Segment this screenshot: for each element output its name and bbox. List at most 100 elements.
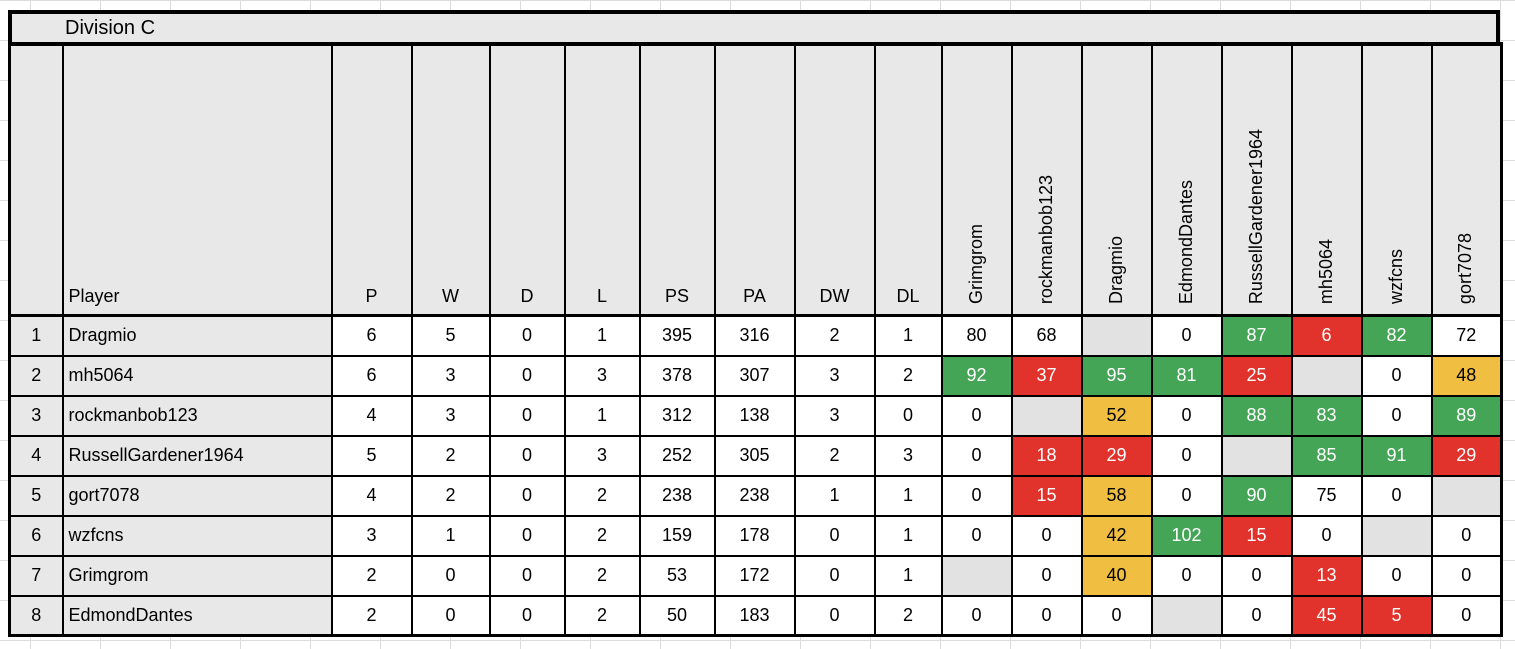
result-cell[interactable]: 91 [1360, 434, 1433, 477]
stat-cell[interactable]: 0 [488, 434, 566, 477]
result-cell[interactable]: 0 [1290, 514, 1363, 557]
stat-header[interactable]: PA [713, 42, 796, 317]
result-cell[interactable]: 0 [1150, 394, 1223, 437]
stat-cell[interactable]: 1 [563, 394, 641, 437]
opponent-header[interactable]: wzfcns [1360, 42, 1433, 317]
stat-cell[interactable]: 5 [410, 314, 491, 357]
rank-cell[interactable]: 1 [8, 314, 64, 357]
stat-cell[interactable]: 2 [793, 434, 876, 477]
stat-cell[interactable]: 3 [563, 354, 641, 397]
rank-cell[interactable]: 2 [8, 354, 64, 397]
player-cell[interactable]: RussellGardener1964 [61, 434, 333, 477]
result-cell[interactable]: 5 [1360, 594, 1433, 637]
stat-cell[interactable]: 238 [638, 474, 716, 517]
stat-cell[interactable]: 2 [330, 554, 413, 597]
result-cell[interactable]: 102 [1150, 514, 1223, 557]
result-cell[interactable]: 0 [1150, 434, 1223, 477]
stat-cell[interactable]: 1 [793, 474, 876, 517]
stat-cell[interactable]: 3 [330, 514, 413, 557]
stat-header[interactable]: P [330, 42, 413, 317]
result-cell[interactable]: 85 [1290, 434, 1363, 477]
stat-header[interactable]: W [410, 42, 491, 317]
result-cell[interactable]: 0 [940, 594, 1013, 637]
stat-cell[interactable]: 1 [873, 314, 943, 357]
stat-header[interactable]: DL [873, 42, 943, 317]
result-cell[interactable]: 48 [1430, 354, 1503, 397]
stat-cell[interactable]: 1 [873, 474, 943, 517]
stat-cell[interactable]: 0 [410, 594, 491, 637]
result-cell[interactable] [1010, 394, 1083, 437]
stat-cell[interactable]: 2 [563, 554, 641, 597]
stat-cell[interactable]: 1 [873, 514, 943, 557]
result-cell[interactable]: 0 [1150, 474, 1223, 517]
result-cell[interactable]: 0 [1360, 394, 1433, 437]
result-cell[interactable] [1290, 354, 1363, 397]
rank-cell[interactable]: 5 [8, 474, 64, 517]
result-cell[interactable]: 15 [1220, 514, 1293, 557]
stat-cell[interactable]: 183 [713, 594, 796, 637]
result-cell[interactable]: 0 [1220, 594, 1293, 637]
result-cell[interactable]: 68 [1010, 314, 1083, 357]
result-cell[interactable] [1080, 314, 1153, 357]
opponent-header[interactable]: mh5064 [1290, 42, 1363, 317]
stat-cell[interactable]: 307 [713, 354, 796, 397]
stat-cell[interactable]: 3 [563, 434, 641, 477]
rank-cell[interactable]: 7 [8, 554, 64, 597]
result-cell[interactable]: 6 [1290, 314, 1363, 357]
stat-cell[interactable]: 0 [488, 474, 566, 517]
stat-cell[interactable]: 2 [563, 474, 641, 517]
stat-cell[interactable]: 0 [873, 394, 943, 437]
player-cell[interactable]: wzfcns [61, 514, 333, 557]
stat-cell[interactable]: 4 [330, 394, 413, 437]
result-cell[interactable]: 0 [1010, 594, 1083, 637]
stat-cell[interactable]: 395 [638, 314, 716, 357]
player-cell[interactable]: gort7078 [61, 474, 333, 517]
stat-cell[interactable]: 2 [410, 474, 491, 517]
result-cell[interactable]: 13 [1290, 554, 1363, 597]
stat-header[interactable]: PS [638, 42, 716, 317]
player-cell[interactable]: rockmanbob123 [61, 394, 333, 437]
player-cell[interactable]: mh5064 [61, 354, 333, 397]
stat-cell[interactable]: 6 [330, 314, 413, 357]
rank-cell[interactable]: 6 [8, 514, 64, 557]
stat-header[interactable]: DW [793, 42, 876, 317]
stat-cell[interactable]: 3 [873, 434, 943, 477]
result-cell[interactable]: 52 [1080, 394, 1153, 437]
stat-cell[interactable]: 159 [638, 514, 716, 557]
result-cell[interactable]: 83 [1290, 394, 1363, 437]
result-cell[interactable]: 0 [1360, 474, 1433, 517]
result-cell[interactable]: 0 [940, 434, 1013, 477]
result-cell[interactable] [1430, 474, 1503, 517]
opponent-header[interactable]: Dragmio [1080, 42, 1153, 317]
stat-cell[interactable]: 1 [410, 514, 491, 557]
result-cell[interactable]: 0 [1010, 554, 1083, 597]
stat-cell[interactable]: 4 [330, 474, 413, 517]
opponent-header[interactable]: Grimgrom [940, 42, 1013, 317]
stat-cell[interactable]: 0 [793, 554, 876, 597]
stat-cell[interactable]: 2 [873, 594, 943, 637]
result-cell[interactable] [940, 554, 1013, 597]
stat-cell[interactable]: 3 [410, 394, 491, 437]
rank-cell[interactable]: 3 [8, 394, 64, 437]
stat-cell[interactable]: 50 [638, 594, 716, 637]
stat-cell[interactable]: 0 [488, 314, 566, 357]
result-cell[interactable]: 81 [1150, 354, 1223, 397]
result-cell[interactable]: 88 [1220, 394, 1293, 437]
result-cell[interactable] [1360, 514, 1433, 557]
result-cell[interactable]: 45 [1290, 594, 1363, 637]
stat-header[interactable]: L [563, 42, 641, 317]
result-cell[interactable]: 0 [1010, 514, 1083, 557]
stat-cell[interactable]: 0 [488, 554, 566, 597]
player-cell[interactable]: Dragmio [61, 314, 333, 357]
opponent-header[interactable]: gort7078 [1430, 42, 1503, 317]
stat-cell[interactable]: 2 [330, 594, 413, 637]
result-cell[interactable]: 72 [1430, 314, 1503, 357]
result-cell[interactable]: 40 [1080, 554, 1153, 597]
result-cell[interactable]: 75 [1290, 474, 1363, 517]
result-cell[interactable]: 0 [1430, 554, 1503, 597]
stat-cell[interactable]: 0 [488, 594, 566, 637]
division-title-cell[interactable]: Division C [8, 10, 1500, 46]
result-cell[interactable]: 0 [1360, 354, 1433, 397]
rank-cell[interactable]: 8 [8, 594, 64, 637]
stat-cell[interactable]: 138 [713, 394, 796, 437]
